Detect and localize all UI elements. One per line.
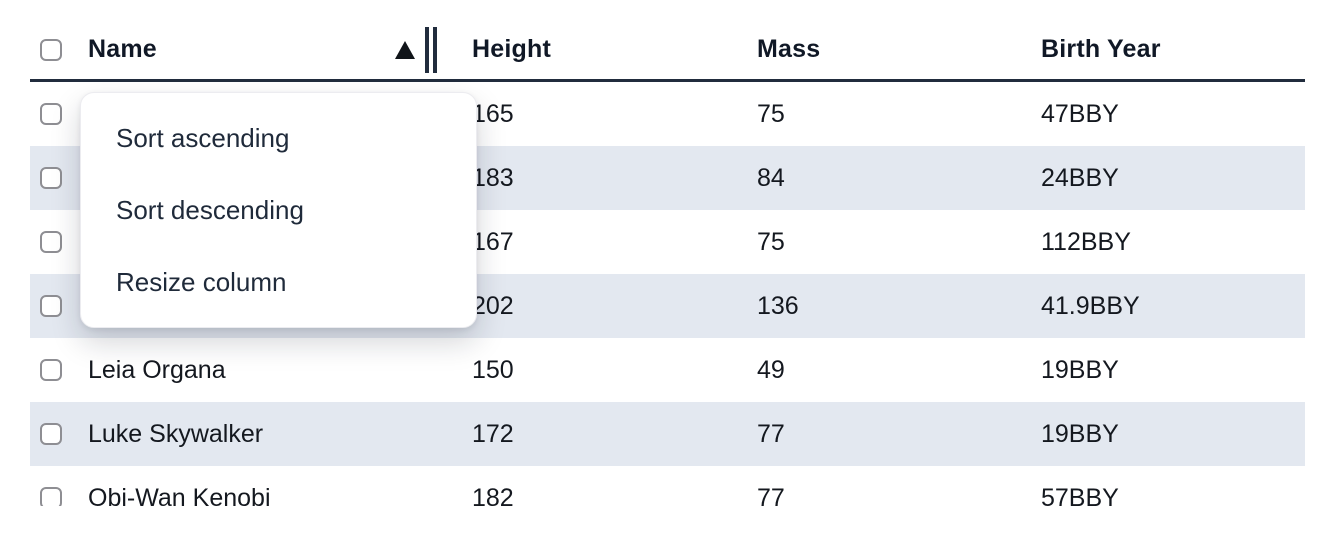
resize-bar-icon (425, 26, 429, 73)
column-header-mass[interactable]: Mass (757, 35, 821, 63)
birth-year-cell: 57BBY (1041, 483, 1119, 507)
sort-ascending-icon[interactable] (395, 40, 415, 59)
row-checkbox[interactable] (40, 231, 62, 253)
birth-year-cell: 19BBY (1041, 419, 1119, 448)
menu-item-sort-ascending[interactable]: Sort ascending (116, 122, 290, 153)
table-row[interactable]: Leia Organa 150 49 19BBY (30, 338, 1305, 402)
height-cell: 167 (472, 227, 514, 256)
row-checkbox[interactable] (40, 167, 62, 189)
table-row[interactable]: 167 75 112BBY (30, 210, 1305, 274)
menu-item-resize-column[interactable]: Resize column (116, 266, 287, 297)
mass-cell: 84 (757, 163, 785, 192)
column-header-height[interactable]: Height (472, 35, 551, 63)
name-cell: Obi-Wan Kenobi (88, 483, 271, 507)
table-row[interactable]: 165 75 47BBY (30, 82, 1305, 146)
height-cell: 202 (472, 291, 514, 320)
birth-year-cell: 112BBY (1041, 227, 1131, 256)
row-checkbox[interactable] (40, 359, 62, 381)
select-all-cell (30, 38, 88, 61)
resize-bar-icon (433, 26, 437, 73)
name-cell: Leia Organa (88, 355, 226, 384)
table-row[interactable]: Luke Skywalker 172 77 19BBY (30, 402, 1305, 466)
table-row[interactable]: Obi-Wan Kenobi 182 77 57BBY (30, 466, 1305, 506)
row-checkbox[interactable] (40, 103, 62, 125)
birth-year-cell: 24BBY (1041, 163, 1119, 192)
height-cell: 183 (472, 163, 514, 192)
mass-cell: 77 (757, 419, 785, 448)
height-cell: 165 (472, 99, 514, 128)
row-checkbox[interactable] (40, 487, 62, 506)
column-header-name[interactable]: Name (88, 20, 472, 79)
birth-year-cell: 47BBY (1041, 99, 1119, 128)
row-checkbox[interactable] (40, 423, 62, 445)
mass-cell: 136 (757, 291, 799, 320)
birth-year-cell: 41.9BBY (1041, 291, 1140, 320)
mass-cell: 75 (757, 99, 785, 128)
select-all-checkbox[interactable] (40, 38, 62, 61)
column-header-name-label: Name (88, 35, 157, 63)
table-header-row: Name Height Mass Birth Year (30, 20, 1305, 82)
column-header-birth-year[interactable]: Birth Year (1041, 35, 1161, 63)
birth-year-cell: 19BBY (1041, 355, 1119, 384)
height-cell: 150 (472, 355, 514, 384)
height-cell: 182 (472, 483, 514, 507)
name-cell: Luke Skywalker (88, 419, 264, 448)
mass-cell: 75 (757, 227, 785, 256)
menu-item-sort-descending[interactable]: Sort descending (116, 194, 304, 225)
mass-cell: 49 (757, 355, 785, 384)
column-context-menu: Sort ascending Sort descending Resize co… (80, 92, 477, 328)
column-resize-handle[interactable] (425, 26, 437, 73)
height-cell: 172 (472, 419, 514, 448)
row-checkbox[interactable] (40, 295, 62, 317)
mass-cell: 77 (757, 483, 785, 507)
